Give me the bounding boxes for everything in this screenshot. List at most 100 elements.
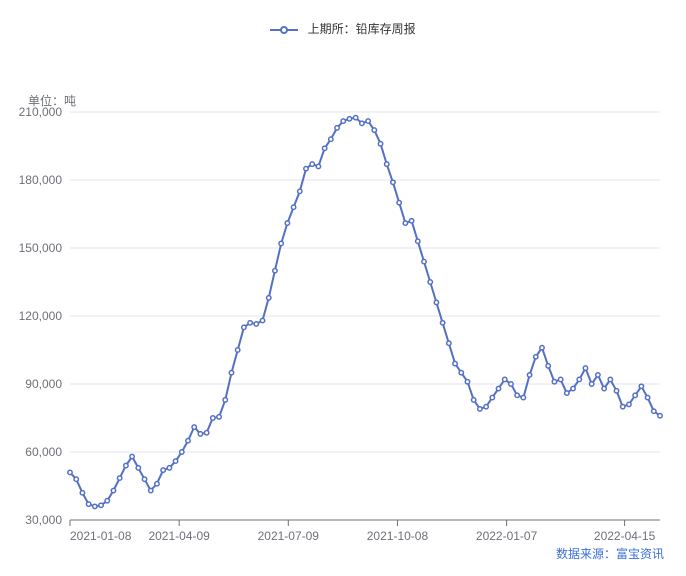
series-marker [627, 402, 631, 406]
series-marker [161, 468, 165, 472]
series-marker [341, 119, 345, 123]
series-marker [577, 377, 581, 381]
series-marker [242, 325, 246, 329]
series-marker [254, 322, 258, 326]
series-marker [385, 162, 389, 166]
series-marker [329, 137, 333, 141]
chart-container: 上期所：铅库存周报 单位：吨 30,00060,00090,000120,000… [0, 0, 686, 576]
series-marker [366, 119, 370, 123]
series-marker [546, 364, 550, 368]
series-marker [465, 380, 469, 384]
series-marker [310, 162, 314, 166]
series-marker [155, 482, 159, 486]
series-marker [658, 414, 662, 418]
series-marker [229, 370, 233, 374]
series-line [70, 118, 660, 507]
source-text: 数据来源：富宝资讯 [556, 545, 664, 562]
series-marker [192, 425, 196, 429]
series-marker [180, 450, 184, 454]
series-marker [316, 164, 320, 168]
series-marker [248, 321, 252, 325]
series-marker [99, 503, 103, 507]
chart-svg: 30,00060,00090,000120,000150,000180,0002… [0, 0, 686, 576]
series-marker [416, 239, 420, 243]
series-marker [74, 477, 78, 481]
series-marker [167, 466, 171, 470]
x-tick-label: 2021-10-08 [367, 529, 429, 543]
series-marker [322, 146, 326, 150]
series-marker [291, 205, 295, 209]
series-marker [260, 318, 264, 322]
y-tick-label: 30,000 [25, 513, 62, 527]
series-marker [490, 395, 494, 399]
series-marker [422, 259, 426, 263]
series-marker [372, 128, 376, 132]
series-marker [552, 380, 556, 384]
series-marker [267, 296, 271, 300]
y-tick-label: 90,000 [25, 377, 62, 391]
series-marker [117, 476, 121, 480]
series-marker [440, 321, 444, 325]
y-tick-label: 60,000 [25, 445, 62, 459]
series-marker [217, 415, 221, 419]
series-marker [378, 142, 382, 146]
series-marker [484, 404, 488, 408]
series-marker [204, 431, 208, 435]
x-tick-label: 2021-04-09 [148, 529, 210, 543]
legend-marker [270, 26, 298, 34]
series-marker [639, 384, 643, 388]
series-marker [602, 386, 606, 390]
x-tick-label: 2021-01-08 [70, 529, 132, 543]
series-marker [360, 121, 364, 125]
chart-legend: 上期所：铅库存周报 [0, 20, 686, 37]
series-marker [447, 341, 451, 345]
series-marker [496, 386, 500, 390]
series-marker [633, 393, 637, 397]
series-marker [173, 459, 177, 463]
series-marker [527, 373, 531, 377]
series-marker [428, 280, 432, 284]
series-marker [285, 221, 289, 225]
series-marker [534, 355, 538, 359]
series-marker [211, 416, 215, 420]
series-marker [142, 477, 146, 481]
x-tick-label: 2021-07-09 [258, 529, 320, 543]
series-marker [391, 180, 395, 184]
series-marker [596, 373, 600, 377]
series-marker [652, 409, 656, 413]
y-tick-label: 180,000 [19, 173, 63, 187]
series-marker [608, 377, 612, 381]
series-marker [353, 115, 357, 119]
series-marker [93, 504, 97, 508]
series-marker [130, 454, 134, 458]
series-marker [279, 241, 283, 245]
series-marker [111, 488, 115, 492]
legend-label: 上期所：铅库存周报 [308, 22, 416, 36]
series-marker [409, 219, 413, 223]
series-marker [86, 502, 90, 506]
series-marker [459, 370, 463, 374]
series-marker [509, 382, 513, 386]
series-marker [565, 391, 569, 395]
x-tick-label: 2022-04-15 [594, 529, 656, 543]
series-marker [105, 499, 109, 503]
series-marker [471, 398, 475, 402]
series-marker [503, 377, 507, 381]
series-marker [571, 386, 575, 390]
x-tick-label: 2022-01-07 [476, 529, 538, 543]
series-marker [335, 126, 339, 130]
series-marker [515, 393, 519, 397]
series-marker [273, 268, 277, 272]
series-marker [589, 382, 593, 386]
series-marker [478, 407, 482, 411]
series-marker [583, 366, 587, 370]
series-marker [235, 348, 239, 352]
series-marker [223, 398, 227, 402]
series-marker [186, 438, 190, 442]
series-marker [124, 463, 128, 467]
y-tick-label: 120,000 [19, 309, 63, 323]
series-marker [136, 466, 140, 470]
series-marker [540, 346, 544, 350]
series-marker [198, 432, 202, 436]
series-marker [645, 395, 649, 399]
